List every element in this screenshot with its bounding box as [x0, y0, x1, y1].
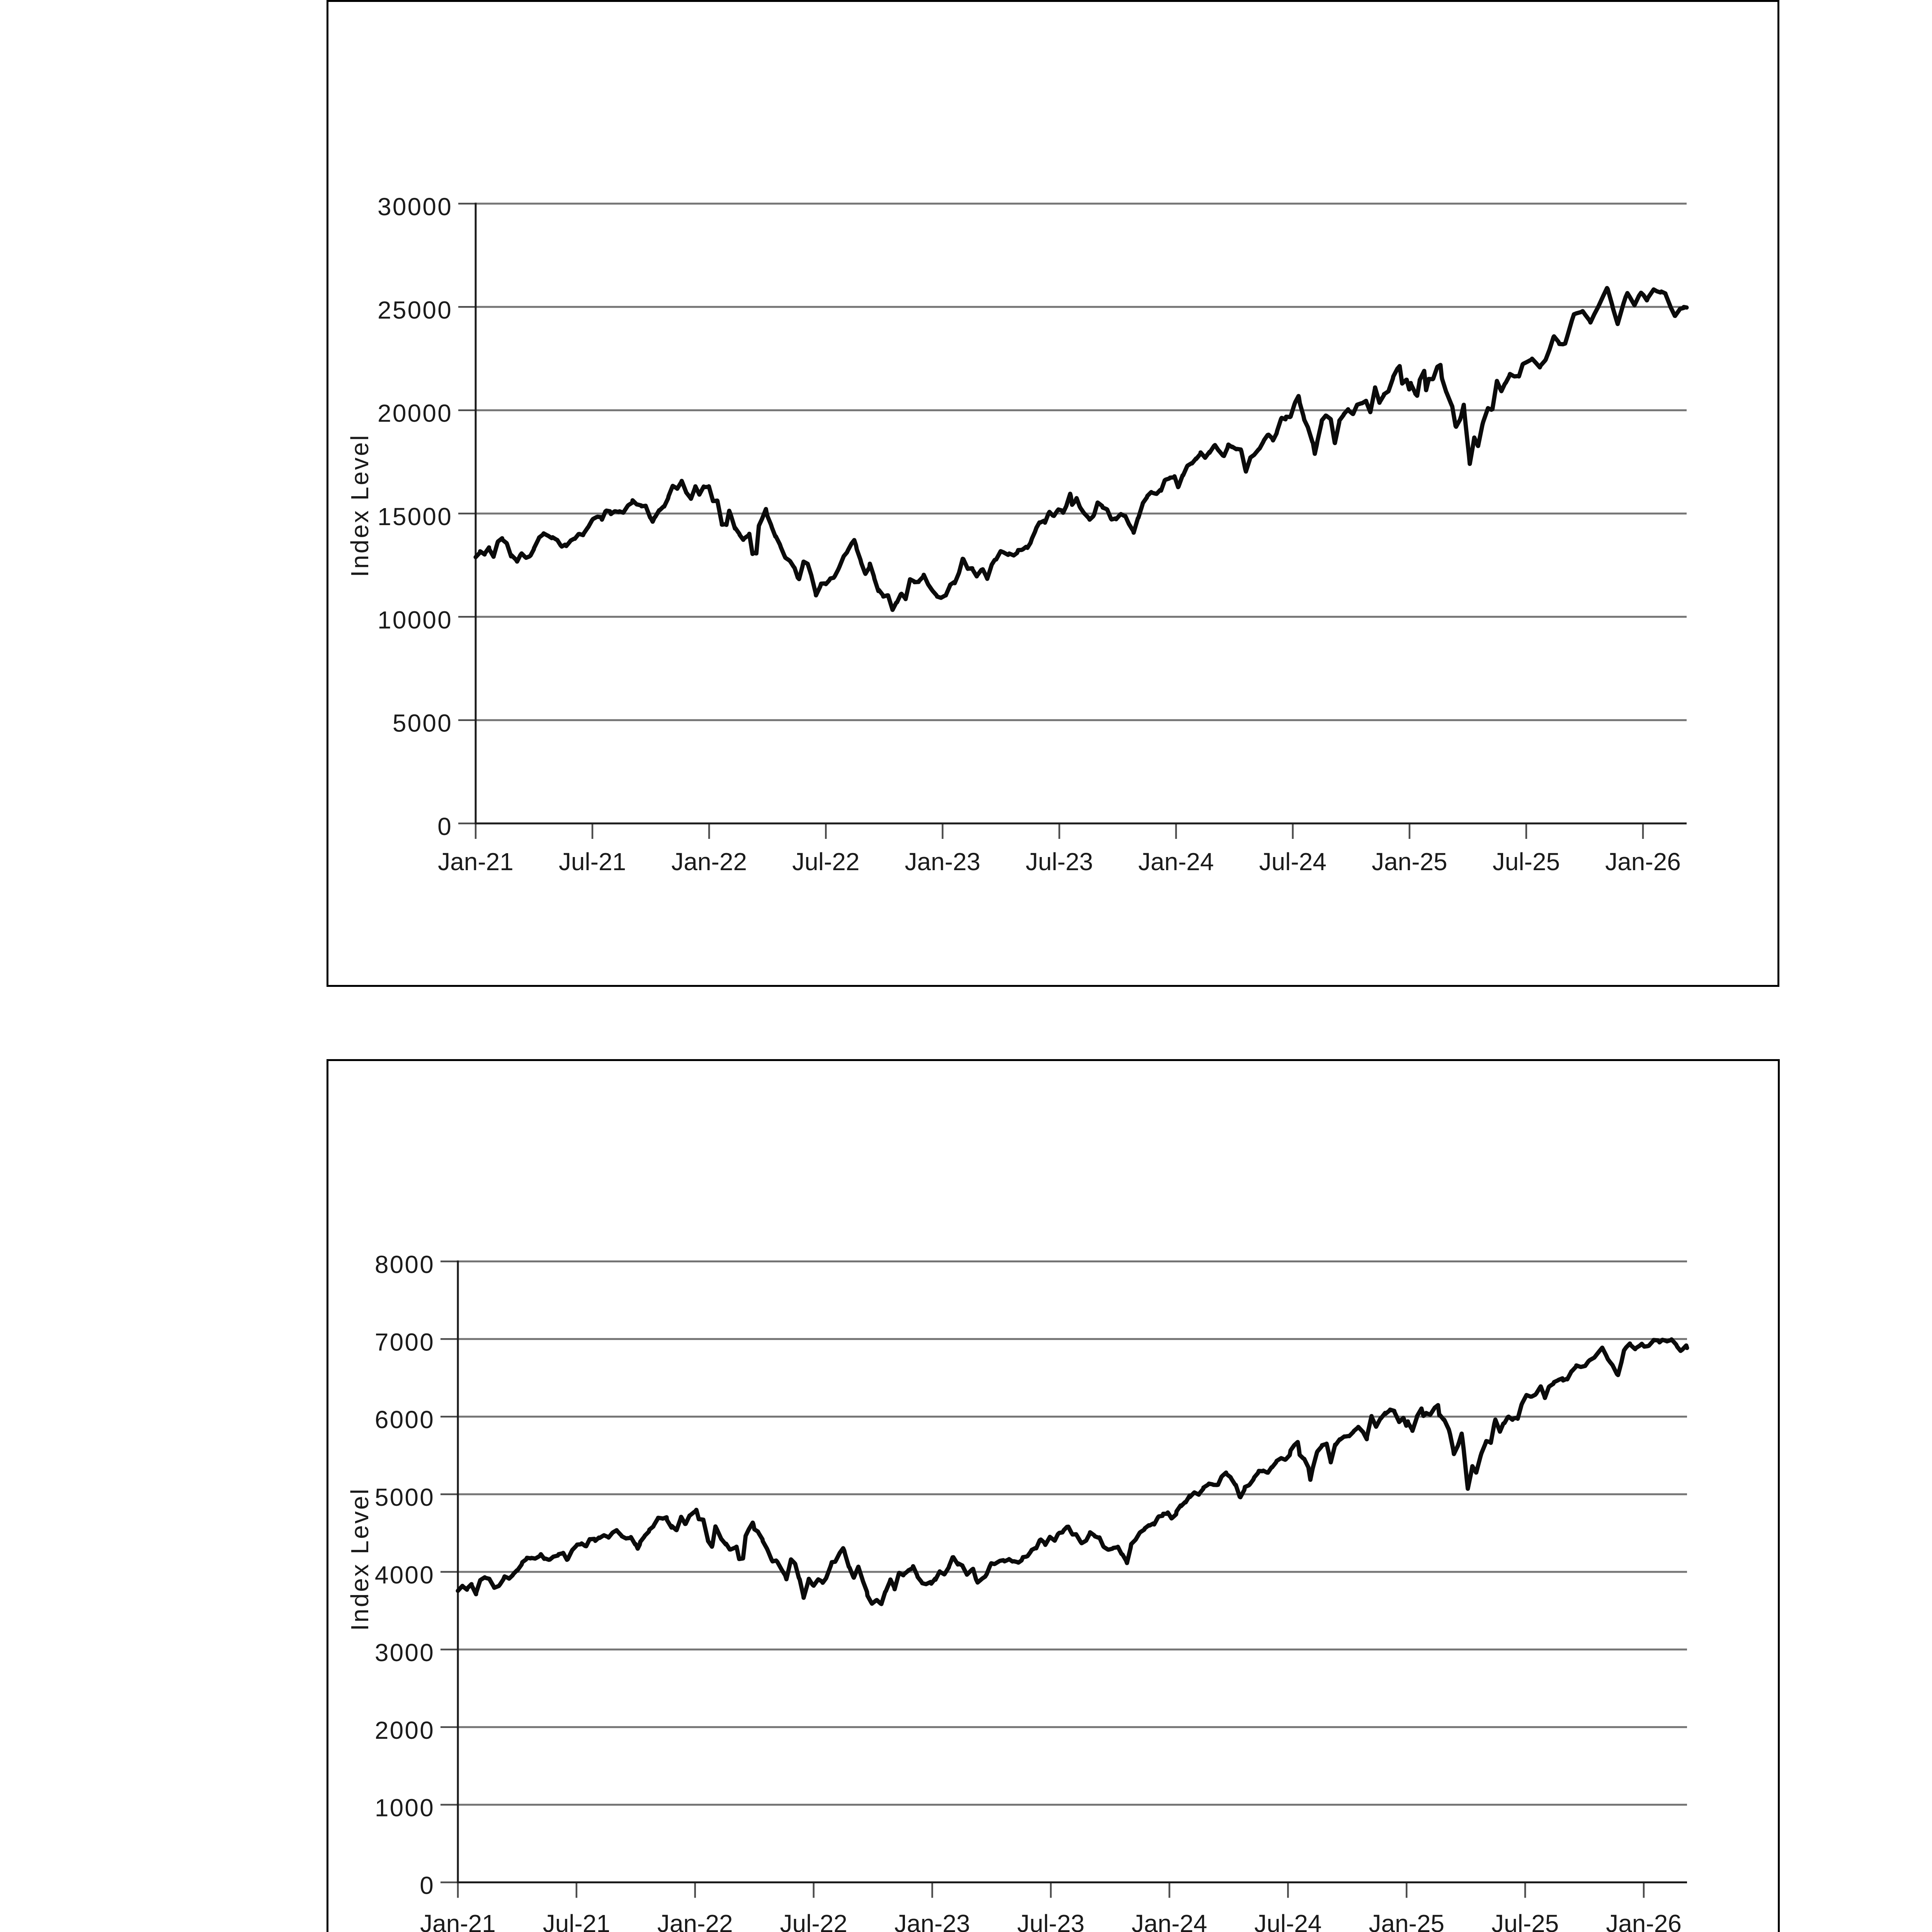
svg-text:Jul-21: Jul-21	[559, 848, 626, 876]
svg-text:Jul-23: Jul-23	[1017, 1910, 1084, 1932]
svg-text:Index Level: Index Level	[346, 434, 374, 577]
svg-text:Jan-26: Jan-26	[1606, 1910, 1682, 1932]
svg-text:Jul-23: Jul-23	[1026, 848, 1093, 876]
svg-text:Jul-24: Jul-24	[1254, 1910, 1321, 1932]
svg-text:20000: 20000	[378, 400, 452, 427]
svg-text:4000: 4000	[375, 1561, 435, 1589]
svg-text:8000: 8000	[375, 1251, 435, 1279]
svg-text:Jul-21: Jul-21	[543, 1910, 610, 1932]
svg-text:Index Level: Index Level	[346, 1487, 374, 1631]
svg-text:15000: 15000	[378, 503, 452, 531]
svg-text:Jan-22: Jan-22	[671, 848, 747, 876]
svg-text:2000: 2000	[375, 1716, 435, 1744]
svg-text:6000: 6000	[375, 1406, 435, 1434]
svg-text:0: 0	[420, 1872, 435, 1900]
svg-text:10000: 10000	[378, 606, 452, 634]
svg-text:0: 0	[437, 813, 452, 840]
svg-text:Jul-25: Jul-25	[1493, 848, 1560, 876]
svg-text:Jul-22: Jul-22	[792, 848, 859, 876]
svg-text:1000: 1000	[375, 1794, 435, 1822]
svg-text:Jan-21: Jan-21	[420, 1910, 496, 1932]
svg-text:Jul-22: Jul-22	[780, 1910, 847, 1932]
svg-text:Jan-24: Jan-24	[1138, 848, 1214, 876]
svg-text:Jan-24: Jan-24	[1132, 1910, 1208, 1932]
svg-text:Jan-25: Jan-25	[1369, 1910, 1444, 1932]
svg-text:Jan-23: Jan-23	[895, 1910, 970, 1932]
svg-text:Jan-25: Jan-25	[1372, 848, 1447, 876]
svg-text:Jul-25: Jul-25	[1492, 1910, 1559, 1932]
svg-text:30000: 30000	[378, 193, 452, 221]
svg-text:Jan-21: Jan-21	[438, 848, 514, 876]
svg-text:Jul-24: Jul-24	[1259, 848, 1327, 876]
svg-text:3000: 3000	[375, 1639, 435, 1667]
svg-text:Jan-22: Jan-22	[657, 1910, 733, 1932]
svg-text:5000: 5000	[375, 1483, 435, 1511]
svg-text:7000: 7000	[375, 1328, 435, 1356]
svg-text:5000: 5000	[393, 709, 452, 737]
svg-text:Jan-23: Jan-23	[905, 848, 981, 876]
svg-text:25000: 25000	[378, 296, 452, 324]
svg-text:Jan-26: Jan-26	[1605, 848, 1681, 876]
